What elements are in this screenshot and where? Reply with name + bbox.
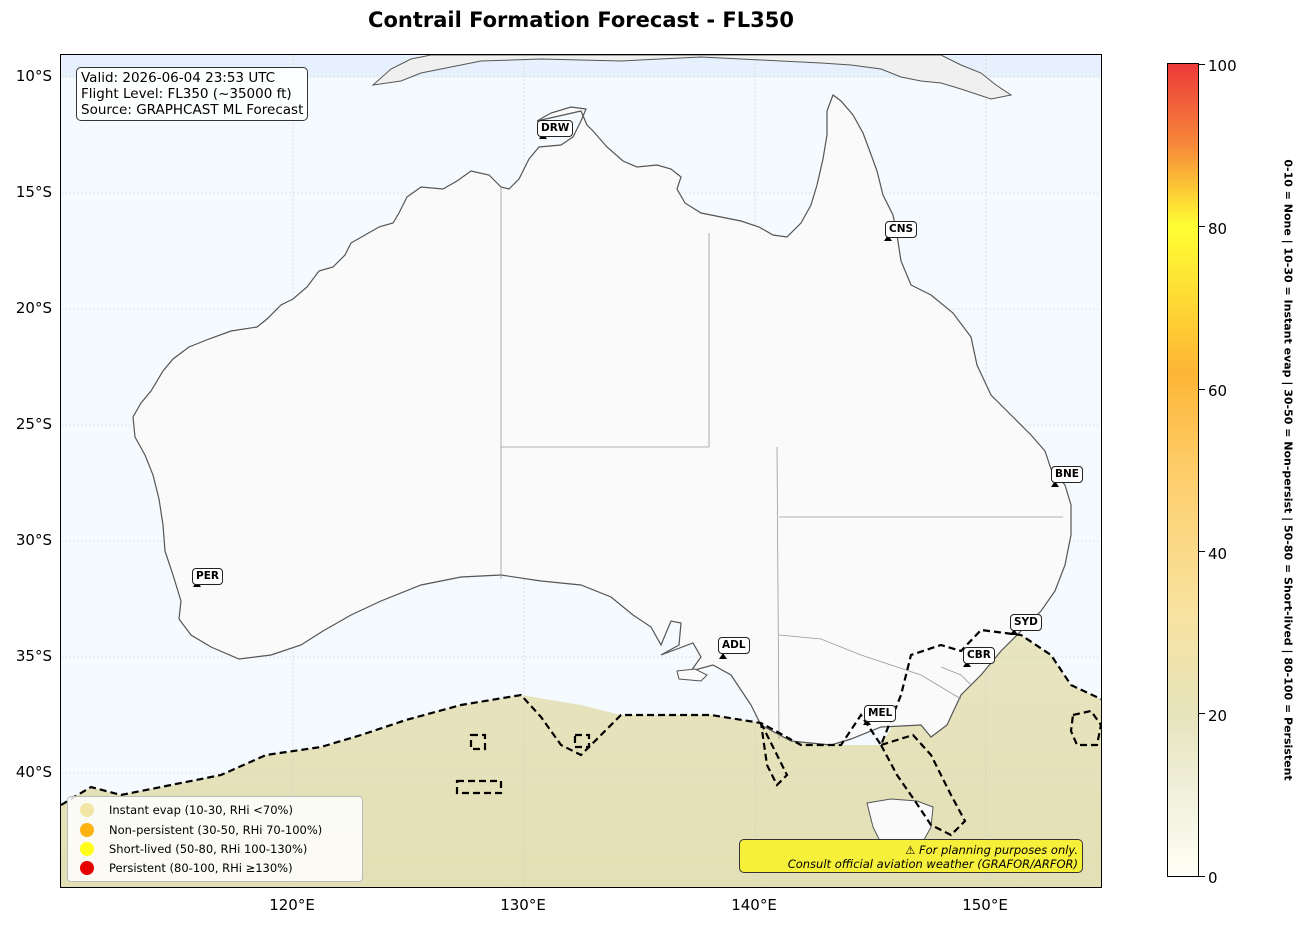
colorbar-tick bbox=[1199, 551, 1205, 552]
kangaroo-island bbox=[676, 668, 708, 682]
legend-label: Short-lived (50-80, RHi 100-130%) bbox=[109, 842, 308, 856]
colorbar-tick-label: 0 bbox=[1208, 869, 1218, 887]
legend-swatch bbox=[80, 861, 94, 875]
colorbar-description: 0-10 = None | 10-30 = Instant evap | 30-… bbox=[1281, 159, 1295, 781]
colorbar-tick bbox=[1199, 226, 1205, 227]
flight-level: Flight Level: FL350 (~35000 ft) bbox=[81, 86, 292, 102]
colorbar-tick bbox=[1199, 389, 1205, 390]
colorbar-tick-label: 100 bbox=[1208, 57, 1237, 75]
lon-label: 120°E bbox=[269, 896, 315, 914]
chart-title: Contrail Formation Forecast - FL350 bbox=[368, 8, 794, 32]
new-guinea-land bbox=[371, 55, 1013, 100]
colorbar-tick-label: 80 bbox=[1208, 220, 1228, 238]
map-canvas[interactable] bbox=[61, 55, 1102, 888]
city-label-syd[interactable]: SYD bbox=[1010, 614, 1042, 631]
lon-label: 140°E bbox=[731, 896, 777, 914]
forecast-source: Source: GRAPHCAST ML Forecast bbox=[81, 102, 304, 118]
colorbar-tick bbox=[1199, 713, 1205, 714]
map-frame[interactable] bbox=[60, 54, 1102, 888]
map-legend: Instant evap (10-30, RHi <70%) Non-persi… bbox=[67, 796, 363, 882]
legend-item: Non-persistent (30-50, RHi 70-100%) bbox=[80, 820, 322, 840]
city-label-mel[interactable]: MEL bbox=[864, 705, 897, 722]
lat-label: 20°S bbox=[15, 299, 52, 317]
colorbar-tick-label: 20 bbox=[1208, 707, 1228, 725]
disclaimer-line: Consult official aviation weather (GRAFO… bbox=[787, 857, 1078, 871]
lat-label: 30°S bbox=[15, 531, 52, 549]
colorbar bbox=[1167, 63, 1199, 877]
legend-swatch bbox=[80, 842, 94, 856]
forecast-info-box: Valid: 2026-06-04 23:53 UTC Flight Level… bbox=[76, 67, 309, 121]
valid-time: Valid: 2026-06-04 23:53 UTC bbox=[81, 70, 276, 86]
lat-label: 10°S bbox=[15, 67, 52, 85]
city-label-per[interactable]: PER bbox=[192, 568, 223, 585]
lat-label: 25°S bbox=[15, 415, 52, 433]
lon-label: 130°E bbox=[500, 896, 546, 914]
city-label-drw[interactable]: DRW bbox=[537, 120, 574, 137]
lat-label: 35°S bbox=[15, 647, 52, 665]
australia-land bbox=[132, 94, 1072, 746]
city-label-bne[interactable]: BNE bbox=[1051, 466, 1083, 483]
colorbar-tick-label: 40 bbox=[1208, 545, 1228, 563]
lat-label: 15°S bbox=[15, 183, 52, 201]
city-label-cbr[interactable]: CBR bbox=[963, 647, 995, 664]
legend-item: Short-lived (50-80, RHi 100-130%) bbox=[80, 839, 307, 859]
state-borders bbox=[500, 187, 1063, 740]
lat-label: 40°S bbox=[15, 763, 52, 781]
colorbar-tick-label: 60 bbox=[1208, 382, 1228, 400]
legend-swatch bbox=[80, 823, 94, 837]
legend-swatch bbox=[80, 803, 94, 817]
legend-label: Non-persistent (30-50, RHi 70-100%) bbox=[109, 823, 323, 837]
legend-label: Persistent (80-100, RHi ≥130%) bbox=[109, 861, 293, 875]
disclaimer-line: ⚠ For planning purposes only. bbox=[905, 843, 1078, 857]
lon-label: 150°E bbox=[962, 896, 1008, 914]
contrail-zone-outlines bbox=[61, 628, 1101, 837]
legend-item: Persistent (80-100, RHi ≥130%) bbox=[80, 858, 293, 878]
legend-label: Instant evap (10-30, RHi <70%) bbox=[109, 803, 293, 817]
legend-item: Instant evap (10-30, RHi <70%) bbox=[80, 800, 293, 820]
colorbar-tick bbox=[1199, 876, 1205, 877]
city-label-adl[interactable]: ADL bbox=[718, 637, 750, 654]
disclaimer-box: ⚠ For planning purposes only. Consult of… bbox=[739, 839, 1083, 873]
colorbar-tick bbox=[1199, 64, 1205, 65]
city-markers bbox=[193, 133, 1059, 725]
city-label-cns[interactable]: CNS bbox=[885, 221, 918, 238]
